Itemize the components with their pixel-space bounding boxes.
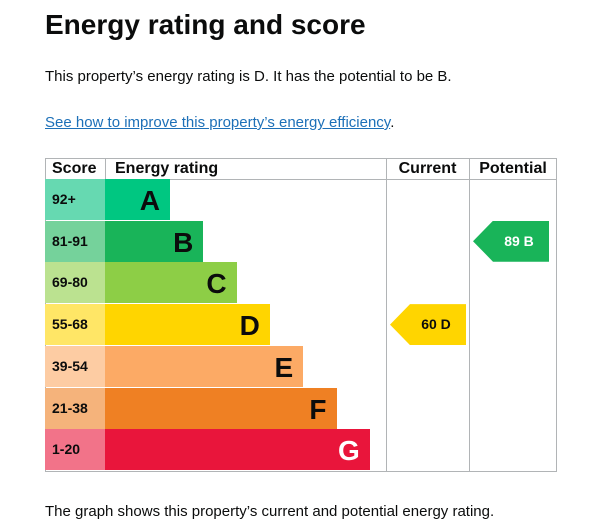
chart-bottom-border (45, 471, 557, 472)
score-cell-e: 39-54 (45, 345, 105, 387)
improve-link-paragraph: See how to improve this property’s energ… (45, 113, 394, 133)
score-cell-d: 55-68 (45, 304, 105, 346)
chart-right-border (556, 158, 557, 472)
energy-rating-header: Energy rating (115, 160, 219, 177)
graph-description: The graph shows this property’s current … (45, 503, 495, 520)
score-cell-c: 69-80 (45, 262, 105, 304)
header-bottom-border (45, 179, 557, 180)
energy-rating-chart: Score Energy rating Current Potential 92… (45, 158, 557, 472)
page-title: Energy rating and score (45, 9, 366, 40)
score-header: Score (52, 160, 97, 177)
rating-bar-c: C (105, 262, 237, 304)
improve-efficiency-link[interactable]: See how to improve this property’s energ… (45, 114, 391, 131)
rating-bar-g: G (105, 429, 370, 471)
current-rating-arrow: 60 D (390, 304, 466, 346)
current-divider (386, 158, 387, 472)
rating-bar-d: D (105, 304, 270, 346)
score-cell-a: 92+ (45, 179, 105, 220)
link-suffix: . (390, 114, 395, 131)
score-cell-g: 1-20 (45, 429, 105, 471)
potential-header: Potential (479, 160, 547, 177)
rating-bar-b: B (105, 220, 204, 262)
score-cell-f: 21-38 (45, 387, 105, 429)
rating-summary: This property’s energy rating is D. It h… (45, 68, 452, 85)
rating-bar-f: F (105, 387, 337, 429)
rating-bar-e: E (105, 345, 304, 387)
current-header: Current (398, 160, 457, 177)
potential-rating-arrow: 89 B (473, 220, 549, 262)
rating-bar-a: A (105, 179, 170, 220)
score-cell-b: 81-91 (45, 220, 105, 262)
potential-divider (469, 158, 470, 472)
chart-top-border (45, 158, 557, 159)
rating-divider (105, 158, 106, 180)
